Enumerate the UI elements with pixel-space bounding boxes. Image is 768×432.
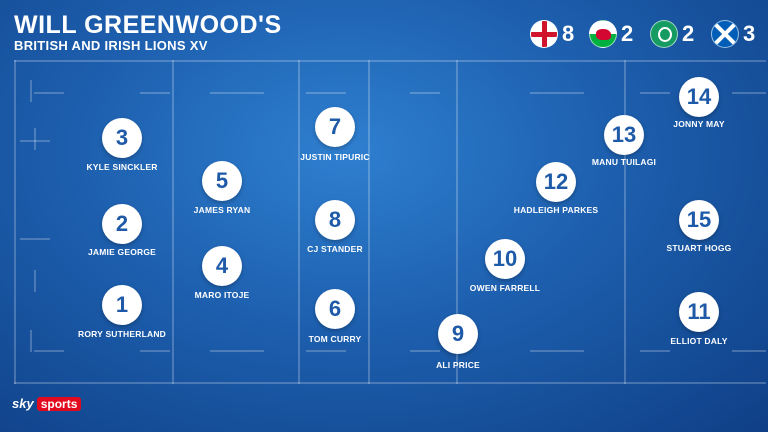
logo-sky-text: sky — [12, 396, 34, 411]
player-number-13: 13 — [604, 115, 644, 155]
player-number-7: 7 — [315, 107, 355, 147]
player-name-8: CJ STANDER — [307, 244, 363, 254]
pitch-dash — [30, 330, 32, 352]
pitch-dash — [306, 350, 346, 352]
player-name-7: JUSTIN TIPURIC — [300, 152, 370, 162]
pitch-dash — [20, 140, 50, 142]
player-number-1: 1 — [102, 285, 142, 325]
pitch-dash — [34, 128, 36, 150]
pitch-dash — [34, 350, 64, 352]
pitch-dash — [530, 92, 584, 94]
nation-tally-wales: 2 — [589, 20, 633, 48]
player-number-12: 12 — [536, 162, 576, 202]
pitch-line — [14, 60, 766, 62]
ireland-count: 2 — [682, 21, 695, 46]
player-number-11: 11 — [679, 292, 719, 332]
pitch-dash — [640, 92, 670, 94]
nation-tally-ireland: 2 — [650, 20, 694, 48]
player-name-3: KYLE SINCKLER — [86, 162, 158, 172]
pitch-dash — [34, 92, 64, 94]
player-name-15: STUART HOGG — [666, 243, 732, 253]
player-name-11: ELLIOT DALY — [670, 336, 728, 346]
player-number-6: 6 — [315, 289, 355, 329]
wales-flag-icon — [589, 20, 617, 48]
player-number-10: 10 — [485, 239, 525, 279]
player-number-8: 8 — [315, 200, 355, 240]
pitch-dash — [210, 92, 264, 94]
player-name-4: MARO ITOJE — [194, 290, 250, 300]
pitch-line — [14, 60, 16, 384]
player-name-1: RORY SUTHERLAND — [77, 329, 167, 339]
player-number-9: 9 — [438, 314, 478, 354]
player-number-2: 2 — [102, 204, 142, 244]
pitch-line — [456, 60, 458, 384]
player-name-6: TOM CURRY — [308, 334, 362, 344]
pitch-line — [298, 60, 300, 384]
nation-tally-scotland: 3 — [711, 20, 755, 48]
player-name-13: MANU TUILAGI — [591, 157, 657, 167]
england-count: 8 — [562, 21, 575, 46]
player-number-15: 15 — [679, 200, 719, 240]
pitch-dash — [732, 92, 766, 94]
pitch-dash — [410, 92, 440, 94]
ireland-flag-icon — [650, 20, 678, 48]
pitch-dash — [140, 350, 170, 352]
player-number-4: 4 — [202, 246, 242, 286]
scotland-count: 3 — [743, 21, 756, 46]
player-name-2: JAMIE GEORGE — [87, 247, 157, 257]
sky-sports-logo: sky sports — [12, 396, 82, 411]
pitch-dash — [530, 350, 584, 352]
player-number-3: 3 — [102, 118, 142, 158]
pitch-dash — [210, 350, 264, 352]
player-name-12: HADLEIGH PARKES — [513, 205, 599, 215]
nation-tally-england: 8 — [530, 20, 574, 48]
pitch-dash — [640, 350, 670, 352]
pitch-dash — [34, 270, 36, 292]
pitch-line — [172, 60, 174, 384]
scotland-flag-icon — [711, 20, 739, 48]
player-name-5: JAMES RYAN — [193, 205, 251, 215]
pitch-line — [368, 60, 370, 384]
england-flag-icon — [530, 20, 558, 48]
page-title: WILL GREENWOOD'S — [14, 11, 282, 39]
pitch-dash — [30, 80, 32, 102]
pitch-dash — [306, 92, 346, 94]
page-subtitle: BRITISH AND IRISH LIONS XV — [14, 38, 208, 53]
pitch-dash — [140, 92, 170, 94]
pitch-dash — [410, 350, 440, 352]
logo-sports-text: sports — [36, 396, 82, 411]
player-name-9: ALI PRICE — [436, 360, 480, 370]
wales-count: 2 — [621, 21, 634, 46]
pitch-line — [14, 382, 766, 384]
pitch-line — [624, 60, 626, 384]
player-name-14: JONNY MAY — [673, 119, 725, 129]
player-number-5: 5 — [202, 161, 242, 201]
player-name-10: OWEN FARRELL — [469, 283, 541, 293]
pitch-dash — [20, 238, 50, 240]
player-number-14: 14 — [679, 77, 719, 117]
pitch-dash — [732, 350, 766, 352]
